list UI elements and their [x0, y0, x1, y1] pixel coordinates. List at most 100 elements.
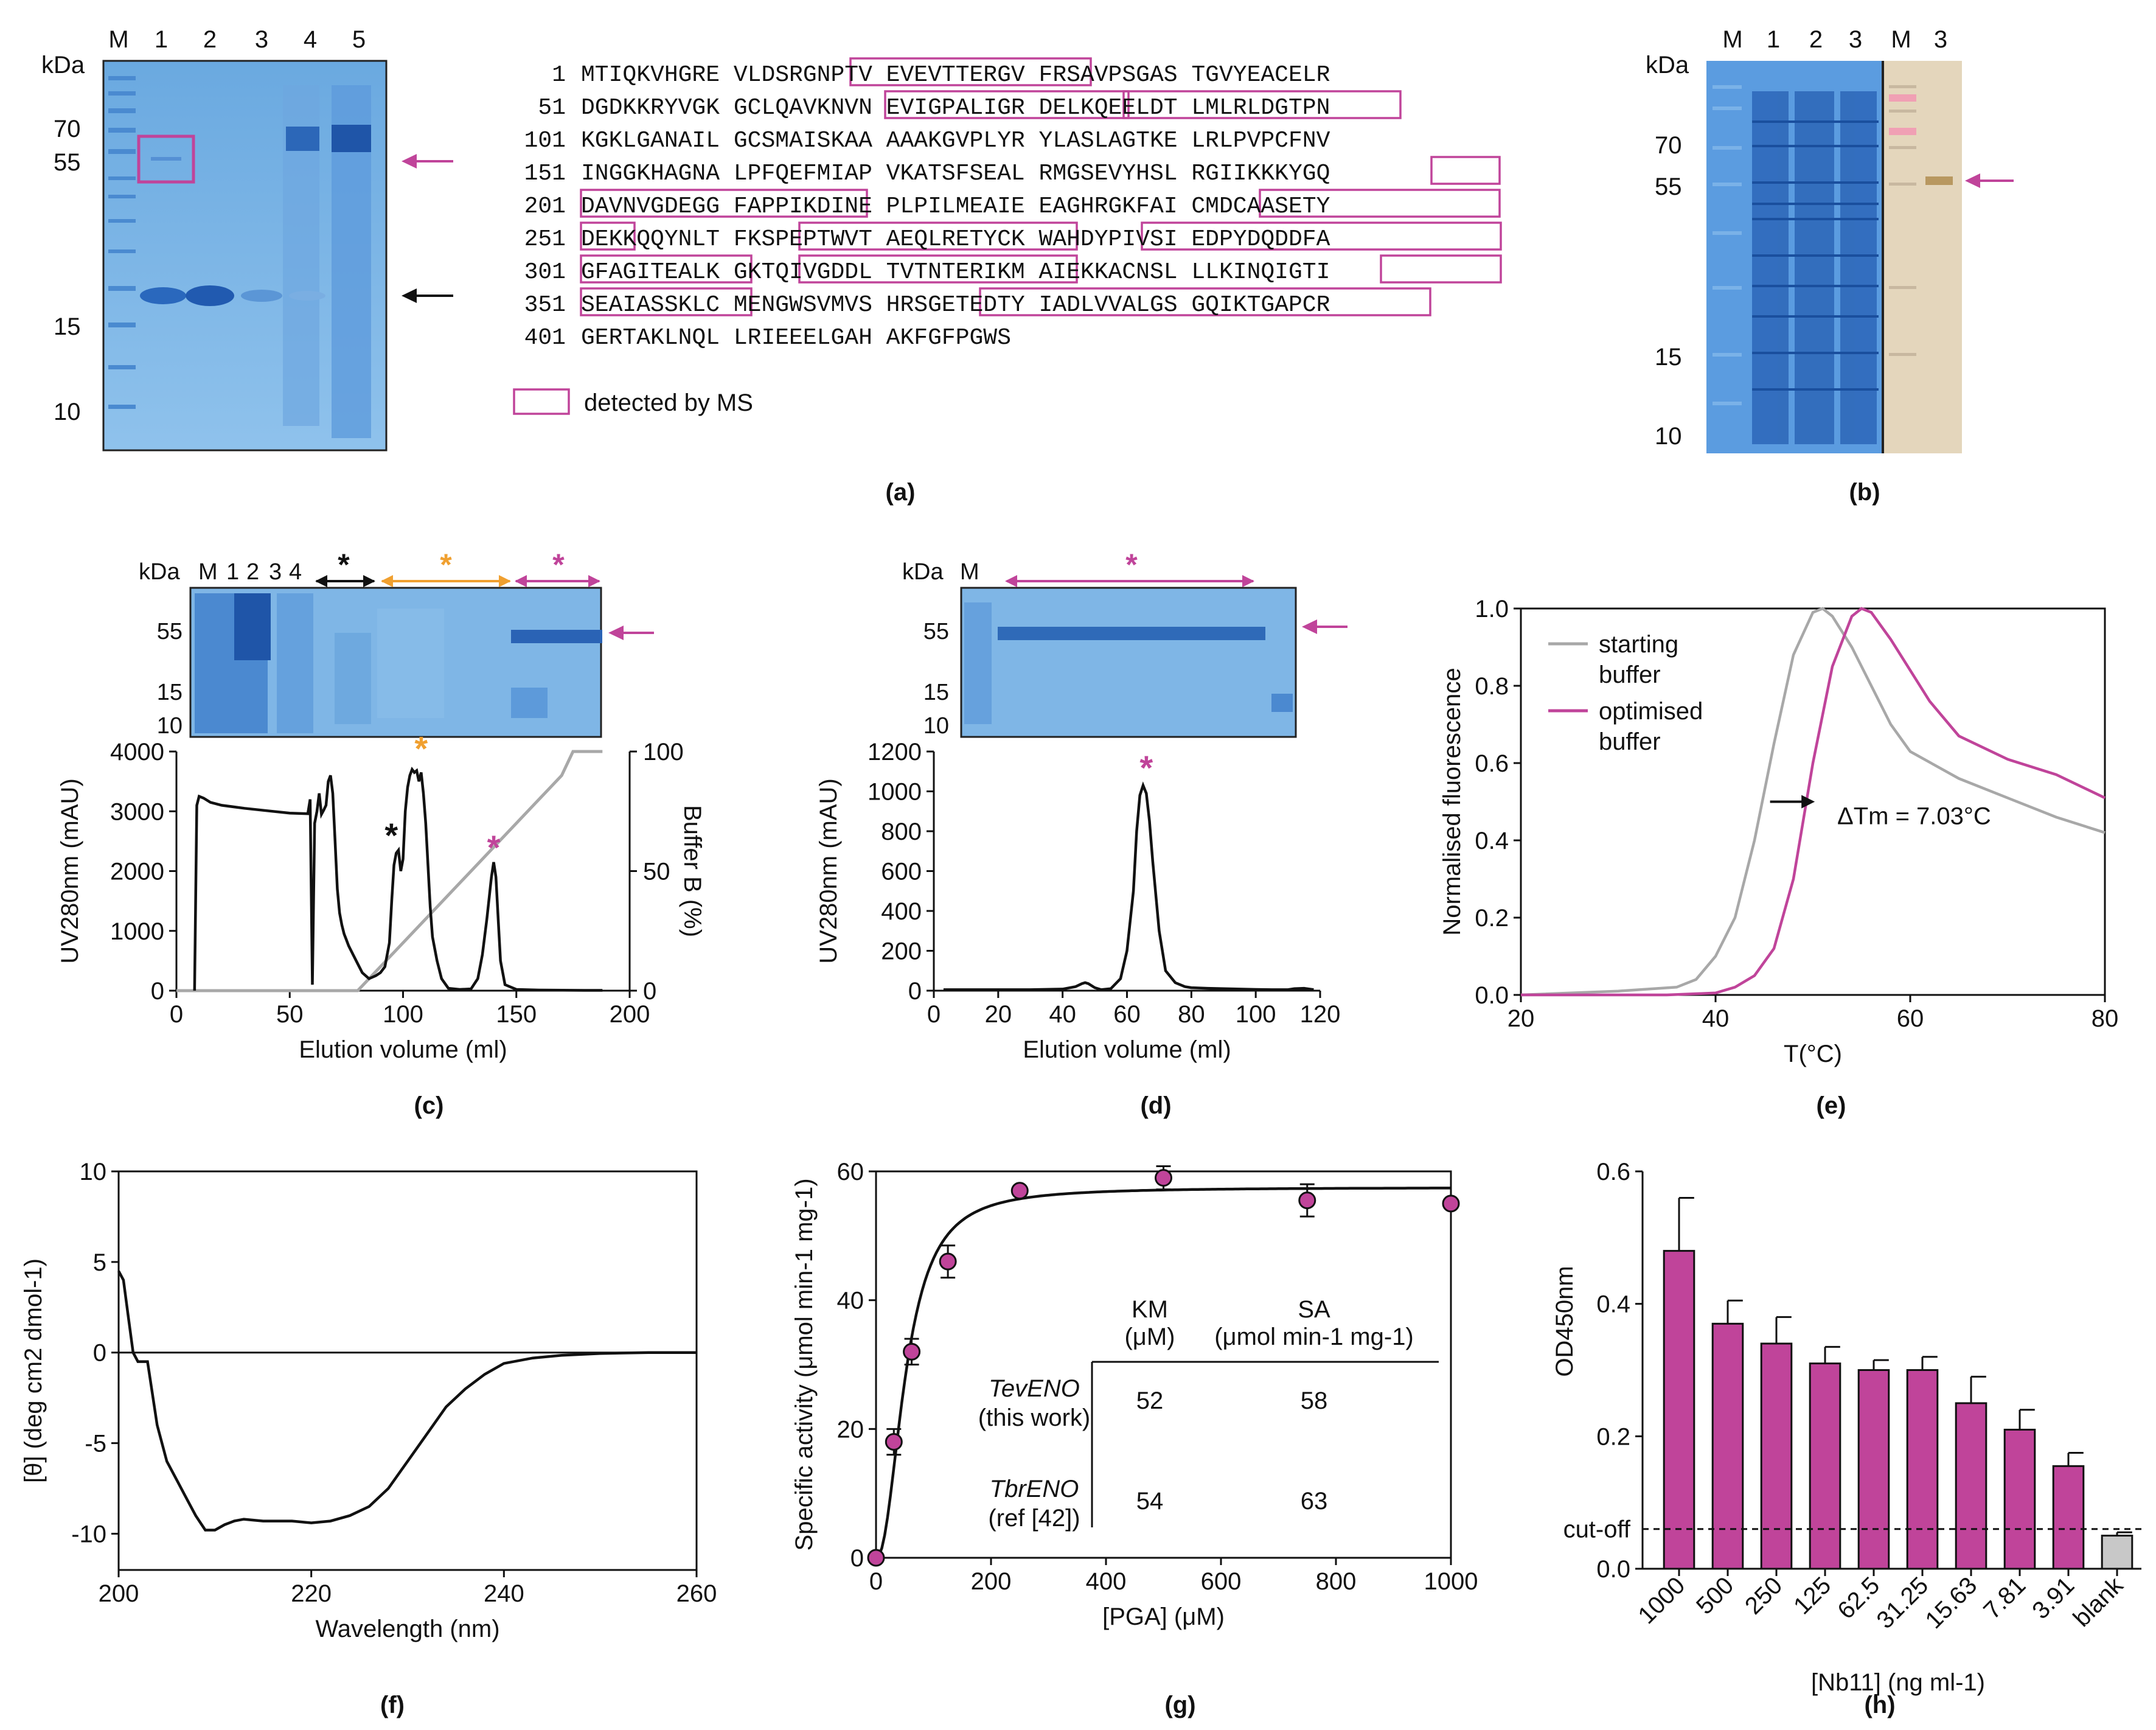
- x-tick-label: 40: [1702, 1005, 1730, 1032]
- kda-label: kDa: [902, 559, 944, 585]
- panel-d-gel-labels: kDa M 55 15 10: [902, 559, 979, 739]
- lane-label: 3: [255, 26, 268, 53]
- star-orange: *: [440, 548, 452, 582]
- x-tick-label: 400: [1086, 1568, 1127, 1595]
- panel-c-gel-labels: kDa M 1 2 3 4 55 15 10: [139, 559, 302, 739]
- lane-label: M: [198, 559, 218, 585]
- bar: [1809, 1362, 1841, 1570]
- seq-line: DGDKKRYVGK GCLQAVKNVN EVIGPALIGR DELKQEE…: [581, 95, 1330, 121]
- y-tick-label: 0.2: [1596, 1423, 1630, 1450]
- lane-label: 4: [289, 559, 302, 585]
- magenta-arrow: [1965, 173, 2014, 188]
- y-tick-label: 600: [881, 859, 922, 885]
- x-tick-label: 220: [291, 1580, 332, 1607]
- x-tick-label: 120: [1300, 1001, 1341, 1028]
- bar: [2052, 1465, 2085, 1570]
- seq-line: INGGKHAGNA LPFQEFMIAP VKATSFSEAL RMGSEVY…: [581, 161, 1330, 187]
- x-tick-label: 500: [1691, 1572, 1739, 1619]
- caption-a: (a): [886, 479, 916, 506]
- y-tick-label: -10: [71, 1521, 106, 1547]
- caption-h: (h): [1864, 1692, 1895, 1718]
- x-tick-label: 125: [1789, 1572, 1836, 1619]
- x-tick-label: 60: [1113, 1001, 1141, 1028]
- x-tick-label: 0: [869, 1568, 883, 1595]
- y-tick-label: 800: [881, 818, 922, 845]
- y-tick-label: 0.6: [1596, 1159, 1630, 1185]
- peak-star: *: [414, 730, 428, 768]
- seq-num: 301: [524, 259, 566, 285]
- marker-70: 70: [1655, 132, 1682, 159]
- x-axis-title: Wavelength (nm): [315, 1616, 499, 1642]
- lane-label: 3: [1934, 26, 1947, 53]
- peak-star: *: [384, 816, 398, 854]
- data-point: [1298, 1191, 1316, 1210]
- y-tick-label: 0.6: [1475, 750, 1509, 777]
- x-tick-label: 1000: [1633, 1572, 1690, 1629]
- seq-line: GFAGITEALK GKTQIVGDDL TVTNTERIKM AIEKKAC…: [581, 259, 1330, 285]
- legend-label: buffer: [1599, 728, 1661, 755]
- y-tick-label: 60: [837, 1159, 864, 1185]
- seq-line: DAVNVGDEGG FAPPIKDINE PLPILMEAIE EAGHRGK…: [581, 194, 1330, 220]
- marker-10: 10: [54, 399, 81, 425]
- y-tick-label: 3000: [110, 798, 164, 825]
- seq-line: DEKKQQYNLT FKSPEPTWVT AEQLRETYCK WAHDYPI…: [581, 226, 1330, 253]
- star-magenta: *: [1125, 548, 1138, 582]
- kda-label: kDa: [1646, 52, 1689, 78]
- lane-label: 3: [269, 559, 282, 585]
- x-axis-title: T(°C): [1784, 1041, 1842, 1067]
- plot-frame: [875, 1170, 1452, 1559]
- y-tick-label: 0: [151, 978, 164, 1005]
- buffer-b-line: [176, 750, 603, 992]
- y-tick-label: -5: [85, 1431, 106, 1457]
- x-tick-label: 200: [971, 1568, 1012, 1595]
- bar: [1760, 1342, 1793, 1570]
- y2-tick-label: 50: [643, 859, 670, 885]
- y-tick-label: 2000: [110, 859, 164, 885]
- peak-star: *: [1139, 748, 1153, 787]
- seq-num: 351: [524, 292, 566, 318]
- uv-trace-line: [193, 766, 603, 992]
- protein-sequence: 1 MTIQKVHGRE VLDSRGNPTV EVEVTTERGV FRSAV…: [513, 57, 1502, 416]
- lane-label: 5: [352, 26, 366, 53]
- x-tick-label: blank: [2068, 1572, 2129, 1632]
- table-row-name: TevENO: [989, 1375, 1080, 1402]
- x-tick-label: 800: [1316, 1568, 1357, 1595]
- caption-e: (e): [1817, 1092, 1846, 1119]
- cutoff-label: cut-off: [1563, 1516, 1631, 1543]
- panel-b-gel: [1706, 61, 2014, 453]
- y-tick-label: 40: [837, 1288, 864, 1314]
- legend-box: [513, 388, 570, 415]
- y-axis-title: Specific activity (μmol min-1 mg-1): [791, 1178, 818, 1550]
- bar: [2101, 1535, 2133, 1570]
- cd-spectrum-line: [117, 1270, 697, 1532]
- x-tick-label: 100: [383, 1001, 423, 1028]
- marker-10: 10: [1655, 423, 1682, 450]
- legend-label: starting: [1599, 631, 1678, 658]
- data-point: [1442, 1195, 1460, 1213]
- panel-c-gel: * * *: [189, 548, 654, 738]
- kda-label: kDa: [41, 52, 85, 78]
- data-point: [939, 1252, 957, 1271]
- data-point: [1155, 1169, 1172, 1187]
- caption-g: (g): [1164, 1692, 1195, 1718]
- x-axis-title: [Nb11] (ng ml-1): [1811, 1669, 1985, 1696]
- caption-f: (f): [380, 1692, 405, 1718]
- x-axis-title: Elution volume (ml): [299, 1036, 507, 1063]
- fit-curve-line: [875, 1187, 1451, 1559]
- seq-num: 101: [524, 128, 566, 154]
- table-row-ref: (this work): [978, 1404, 1090, 1431]
- panel-a-gel: [102, 60, 388, 452]
- x-tick-label: 15.63: [1920, 1572, 1982, 1634]
- marker-15: 15: [157, 680, 183, 705]
- marker-10: 10: [923, 713, 949, 739]
- y-tick-label: 0.0: [1596, 1556, 1630, 1583]
- lane-label: 4: [304, 26, 317, 53]
- y-tick-label: 0.4: [1596, 1291, 1630, 1318]
- y-tick-label: 5: [93, 1249, 106, 1276]
- y-tick-label: 400: [881, 898, 922, 925]
- marker-15: 15: [54, 313, 81, 340]
- bar: [2003, 1428, 2036, 1570]
- lane-label: 3: [1849, 26, 1862, 53]
